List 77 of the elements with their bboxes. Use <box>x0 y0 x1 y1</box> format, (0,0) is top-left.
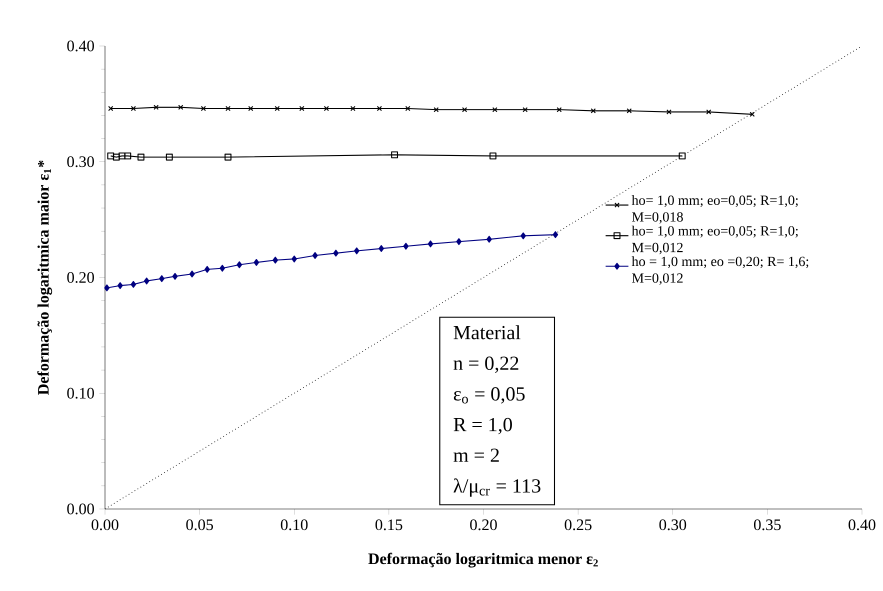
point <box>678 152 686 160</box>
point <box>274 106 280 112</box>
point <box>189 270 195 278</box>
point <box>248 106 254 112</box>
x-tick-label: 0.05 <box>186 519 214 530</box>
point <box>137 154 144 161</box>
y-axis-title: Deformação logaritmica maior ε$_{1}$* <box>37 160 52 395</box>
point <box>130 280 136 288</box>
point <box>556 107 562 112</box>
annotation: R = 1,0 <box>454 418 512 434</box>
legend-label: ho = 1,0 mm; eo =0,20; R= 1,6; M=0,012 <box>632 256 808 285</box>
point <box>299 106 304 112</box>
y-tick-label: 0.30 <box>67 156 94 168</box>
point <box>354 247 360 254</box>
point <box>462 107 468 112</box>
point <box>130 106 136 112</box>
point <box>117 282 123 290</box>
x-tick-label: 0.35 <box>754 519 781 530</box>
point <box>200 106 206 112</box>
point <box>456 238 462 246</box>
point <box>254 258 260 266</box>
point <box>107 152 114 160</box>
point <box>166 154 173 161</box>
point <box>333 250 339 257</box>
point <box>324 106 330 112</box>
y-tick-label: 0.10 <box>67 388 94 399</box>
point <box>378 245 384 252</box>
point <box>144 277 150 284</box>
annotation: λ/μ$_{cr}$ = 113 <box>454 478 540 497</box>
point <box>124 152 132 160</box>
point <box>376 106 382 112</box>
point <box>172 272 178 280</box>
point <box>520 232 526 240</box>
point <box>312 252 318 259</box>
point <box>225 106 231 112</box>
annotation: m = 2 <box>454 448 499 462</box>
point <box>112 154 120 161</box>
point <box>391 151 398 158</box>
x-tick-label: 0.25 <box>564 519 592 530</box>
point <box>486 236 492 243</box>
x-tick-label: 0.15 <box>375 519 402 530</box>
point <box>292 256 297 262</box>
point <box>104 284 110 292</box>
point <box>522 107 528 112</box>
annotation: Material <box>454 325 520 340</box>
x-tick-label: 0.10 <box>280 519 308 530</box>
point <box>489 152 496 160</box>
point <box>178 104 184 110</box>
y-tick-label: 0.00 <box>67 504 94 514</box>
point <box>153 104 159 110</box>
annotation: n = 0,22 <box>454 356 518 373</box>
point <box>552 231 558 238</box>
point <box>204 266 210 273</box>
point <box>272 256 278 264</box>
point <box>666 109 672 115</box>
x-tick-label: 0.30 <box>659 519 686 530</box>
x-tick-label: 0.20 <box>470 519 497 530</box>
point <box>590 108 596 114</box>
point <box>492 107 498 112</box>
y-tick-label: 0.20 <box>67 272 94 283</box>
point <box>350 106 356 112</box>
point <box>224 154 232 161</box>
point <box>159 275 165 282</box>
x-tick-label: 0.40 <box>848 519 876 530</box>
point <box>428 240 434 248</box>
point <box>434 107 439 112</box>
point <box>706 109 712 115</box>
annotation: ε$_{o}$ = 0,05 <box>454 387 525 404</box>
point <box>403 242 409 250</box>
x-axis-title: Deformação logaritmica menor ε$_{2}$ <box>368 552 598 568</box>
point <box>626 108 632 114</box>
point <box>236 261 242 268</box>
point <box>405 106 410 112</box>
point <box>220 264 226 272</box>
y-tick-label: 0.40 <box>67 40 94 52</box>
x-tick-label: 0.00 <box>92 519 118 530</box>
point <box>118 152 126 160</box>
